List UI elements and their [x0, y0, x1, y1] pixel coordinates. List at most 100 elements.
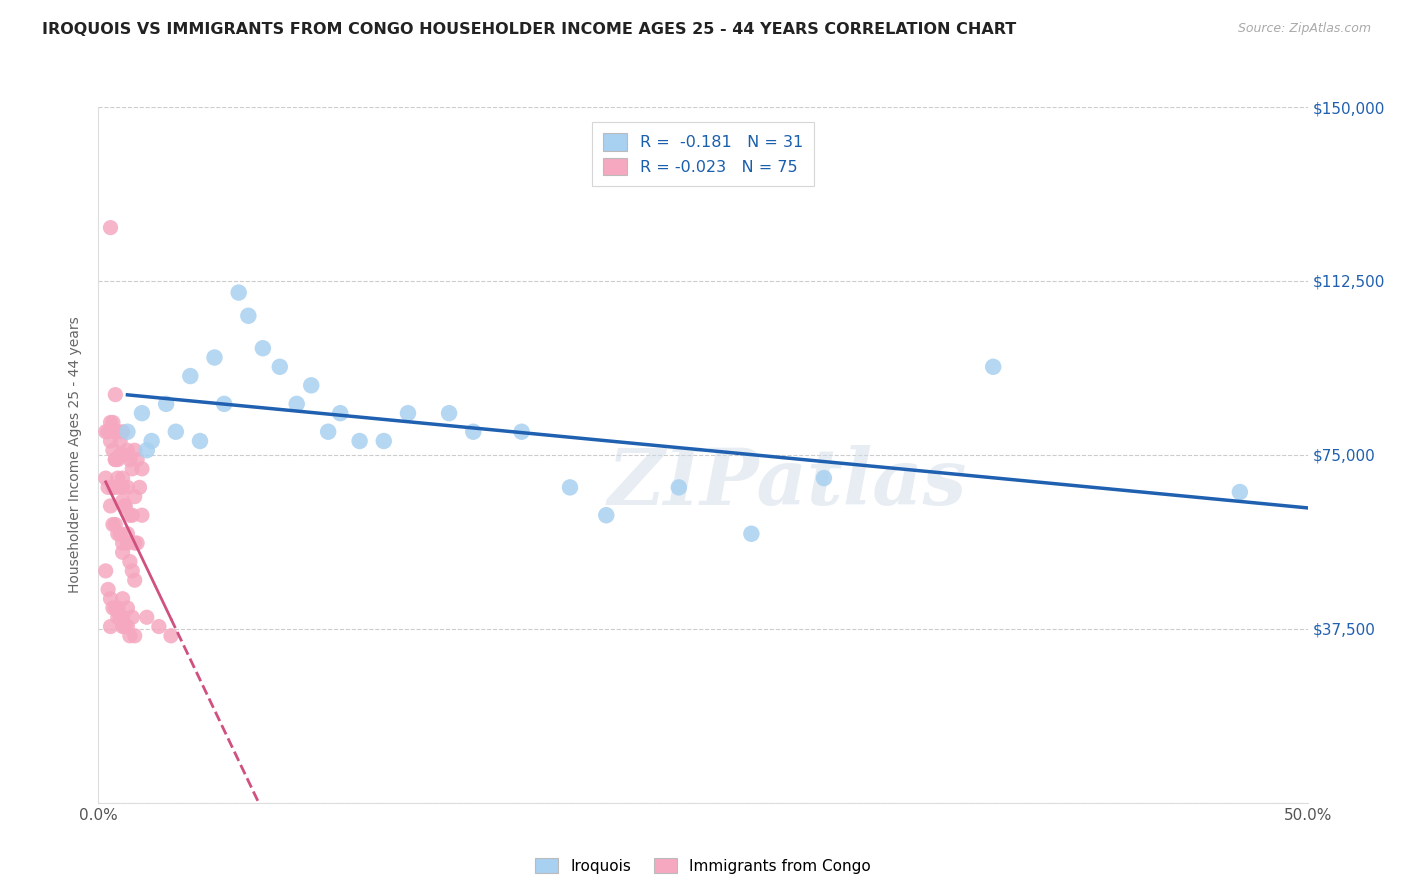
Point — [107, 610, 129, 624]
Text: ZIPatlas: ZIPatlas — [607, 444, 967, 521]
Point — [108, 448, 131, 462]
Point — [117, 443, 139, 458]
Point — [148, 619, 170, 633]
Point — [101, 480, 124, 494]
Point — [141, 434, 163, 448]
Point — [121, 610, 143, 624]
Point — [128, 480, 150, 494]
Point — [165, 425, 187, 439]
Point — [114, 619, 136, 633]
Point — [108, 434, 131, 448]
Point — [104, 452, 127, 467]
Point — [510, 425, 533, 439]
Point — [155, 397, 177, 411]
Point — [396, 406, 419, 420]
Point — [94, 471, 117, 485]
Point — [668, 480, 690, 494]
Point — [111, 619, 134, 633]
Point — [740, 526, 762, 541]
Point — [114, 499, 136, 513]
Point — [285, 397, 308, 411]
Point — [107, 526, 129, 541]
Point — [204, 351, 226, 365]
Point — [100, 416, 122, 430]
Point — [121, 462, 143, 476]
Point — [117, 619, 139, 633]
Point — [238, 309, 260, 323]
Point — [1229, 485, 1251, 500]
Point — [131, 508, 153, 523]
Point — [111, 480, 134, 494]
Point — [104, 480, 127, 494]
Point — [212, 397, 235, 411]
Legend: Iroquois, Immigrants from Congo: Iroquois, Immigrants from Congo — [529, 852, 877, 880]
Point — [981, 359, 1004, 374]
Point — [111, 494, 134, 508]
Point — [97, 480, 120, 494]
Point — [269, 359, 291, 374]
Point — [111, 536, 134, 550]
Point — [127, 452, 149, 467]
Point — [121, 508, 143, 523]
Point — [117, 480, 139, 494]
Point — [108, 610, 131, 624]
Point — [104, 387, 127, 401]
Point — [131, 406, 153, 420]
Point — [299, 378, 322, 392]
Point — [124, 443, 146, 458]
Point — [107, 471, 129, 485]
Point — [107, 601, 129, 615]
Point — [100, 591, 122, 606]
Y-axis label: Householder Income Ages 25 - 44 years: Householder Income Ages 25 - 44 years — [69, 317, 83, 593]
Point — [108, 526, 131, 541]
Point — [131, 462, 153, 476]
Point — [100, 220, 122, 235]
Point — [101, 416, 124, 430]
Point — [595, 508, 617, 523]
Legend: R =  -0.181   N = 31, R = -0.023   N = 75: R = -0.181 N = 31, R = -0.023 N = 75 — [592, 122, 814, 186]
Point — [114, 448, 136, 462]
Point — [107, 452, 129, 467]
Point — [329, 406, 352, 420]
Point — [111, 425, 134, 439]
Point — [97, 425, 120, 439]
Point — [118, 629, 141, 643]
Point — [94, 425, 117, 439]
Point — [104, 425, 127, 439]
Point — [437, 406, 460, 420]
Point — [118, 555, 141, 569]
Point — [101, 517, 124, 532]
Point — [100, 499, 122, 513]
Point — [316, 425, 339, 439]
Point — [117, 536, 139, 550]
Point — [117, 526, 139, 541]
Point — [111, 610, 134, 624]
Point — [101, 601, 124, 615]
Point — [117, 601, 139, 615]
Point — [127, 536, 149, 550]
Point — [121, 564, 143, 578]
Point — [118, 452, 141, 467]
Point — [463, 425, 485, 439]
Text: IROQUOIS VS IMMIGRANTS FROM CONGO HOUSEHOLDER INCOME AGES 25 - 44 YEARS CORRELAT: IROQUOIS VS IMMIGRANTS FROM CONGO HOUSEH… — [42, 22, 1017, 37]
Point — [108, 480, 131, 494]
Point — [813, 471, 835, 485]
Point — [228, 285, 250, 300]
Point — [100, 434, 122, 448]
Text: Source: ZipAtlas.com: Source: ZipAtlas.com — [1237, 22, 1371, 36]
Point — [114, 499, 136, 513]
Point — [124, 536, 146, 550]
Point — [252, 341, 274, 355]
Point — [135, 610, 157, 624]
Point — [94, 564, 117, 578]
Point — [124, 490, 146, 504]
Point — [373, 434, 395, 448]
Point — [104, 601, 127, 615]
Point — [107, 425, 129, 439]
Point — [111, 545, 134, 559]
Point — [104, 517, 127, 532]
Point — [101, 443, 124, 458]
Point — [124, 573, 146, 587]
Point — [135, 443, 157, 458]
Point — [160, 629, 183, 643]
